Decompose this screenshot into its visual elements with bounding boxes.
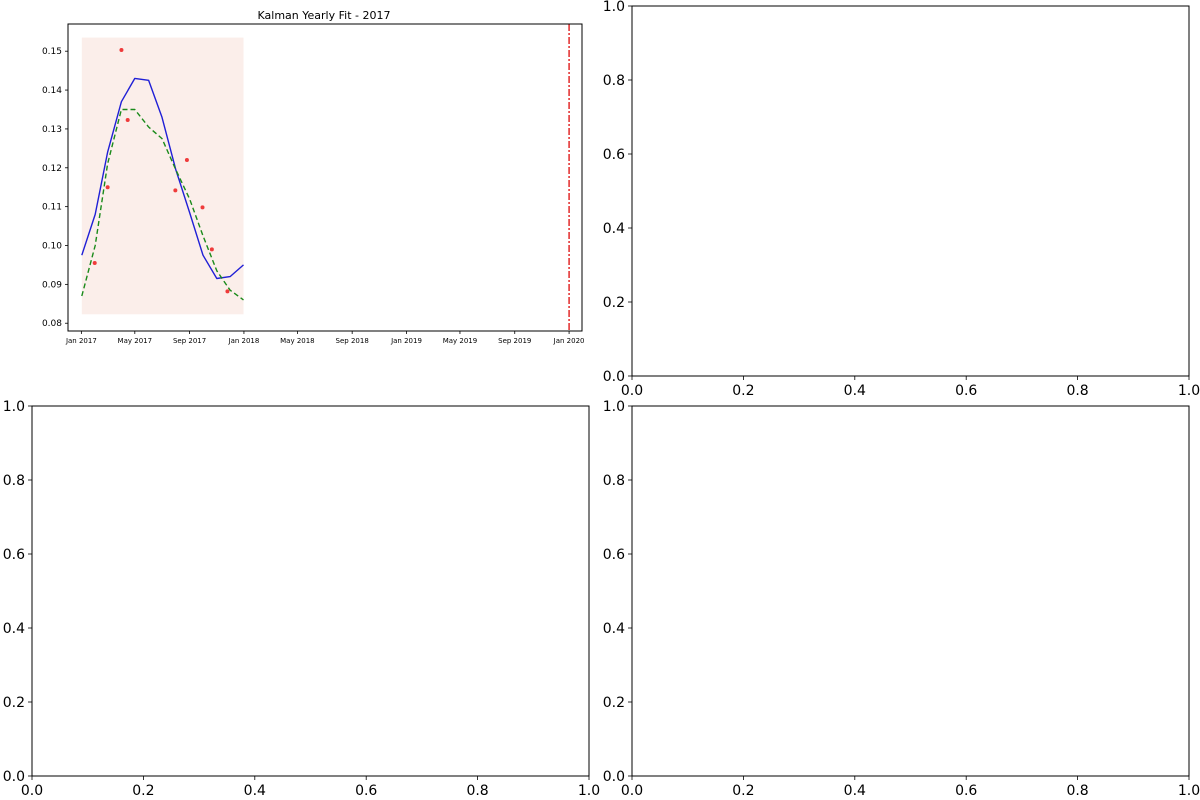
observation-point: [92, 260, 97, 265]
observation-point: [119, 48, 124, 53]
x-tick-label: Jan 2018: [228, 337, 260, 345]
x-tick-label: May 2018: [280, 337, 315, 345]
y-tick-label: 0.0: [3, 769, 25, 785]
observation-point: [125, 117, 130, 122]
kalman-fit-panel: Kalman Yearly Fit - 2017 Jan 2017 May 201…: [42, 9, 585, 345]
kalman-series-line: [81, 108, 244, 301]
x-tick-label: 1.0: [578, 783, 600, 799]
shaded-span: [81, 37, 244, 315]
x-tick-label: 0.0: [621, 783, 643, 799]
y-tick-label: 0.15: [42, 47, 62, 57]
observation-point: [184, 158, 189, 163]
y-tick-label: 0.08: [42, 319, 62, 329]
x-tick-label: Jan 2019: [390, 337, 422, 345]
x-tick-label: 0.0: [621, 383, 643, 399]
x-tick-label: 0.4: [844, 383, 866, 399]
y-tick-label: 0.14: [42, 86, 62, 96]
x-tick-label: Sep 2019: [498, 337, 531, 345]
x-tick-label: 0.6: [955, 383, 977, 399]
x-tick-label: 0.8: [466, 783, 488, 799]
plot-frame: [31, 405, 590, 777]
y-tick-label: 0.12: [42, 164, 62, 174]
fit-series-line: [81, 77, 244, 280]
y-tick-label: 0.0: [603, 369, 625, 385]
y-tick-label: 0.0: [603, 769, 625, 785]
y-tick-label: 0.4: [3, 621, 25, 637]
empty-panel-bottom-right: 0.0 0.2 0.4 0.6 0.8 1.0 0.0 0.2 0.4 0.6 0.8 1.0: [603, 399, 1200, 799]
y-tick-label: 0.2: [603, 295, 625, 311]
x-tick-label: 0.6: [355, 783, 377, 799]
y-tick-label: 0.13: [42, 125, 62, 135]
plot-frame: [67, 23, 583, 332]
x-tick-label: May 2019: [443, 337, 478, 345]
plot-frame: [631, 405, 1190, 777]
x-tick-label: 0.8: [1066, 783, 1088, 799]
y-tick-label: 0.8: [603, 73, 625, 89]
x-tick-label: 0.6: [955, 783, 977, 799]
y-tick-label: 0.4: [603, 621, 625, 637]
y-tick-label: 0.11: [42, 203, 62, 213]
x-tick-label: 1.0: [1178, 783, 1200, 799]
y-tick-label: 1.0: [603, 399, 625, 415]
observation-point: [173, 188, 178, 193]
y-tick-label: 0.6: [603, 547, 625, 563]
x-tick-label: Jan 2017: [65, 337, 97, 345]
x-tick-label: 1.0: [1178, 383, 1200, 399]
y-tick-label: 0.6: [3, 547, 25, 563]
x-tick-label: 0.2: [732, 383, 754, 399]
x-tick-label: 0.0: [21, 783, 43, 799]
x-tick-label: 0.4: [844, 783, 866, 799]
empty-panel-top-right: 0.0 0.2 0.4 0.6 0.8 1.0 0.0 0.2 0.4 0.6 0.8 1.0: [603, 0, 1200, 399]
observation-point: [225, 289, 230, 294]
y-tick-label: 0.2: [3, 695, 25, 711]
x-tick-label: Sep 2018: [336, 337, 369, 345]
observation-point: [209, 247, 214, 252]
observation-point: [200, 205, 205, 210]
chart-title: Kalman Yearly Fit - 2017: [258, 9, 391, 22]
y-tick-label: 1.0: [603, 0, 625, 15]
observation-point: [105, 185, 110, 190]
y-tick-label: 0.8: [3, 473, 25, 489]
y-tick-label: 1.0: [3, 399, 25, 415]
x-tick-label: 0.2: [132, 783, 154, 799]
y-tick-label: 0.2: [603, 695, 625, 711]
plot-frame: [631, 5, 1190, 377]
x-tick-label: 0.8: [1066, 383, 1088, 399]
y-tick-label: 0.10: [42, 242, 62, 252]
y-tick-label: 0.4: [603, 221, 625, 237]
y-tick-label: 0.6: [603, 147, 625, 163]
x-tick-label: Sep 2017: [173, 337, 206, 345]
y-tick-label: 0.09: [42, 280, 62, 290]
x-tick-label: Jan 2020: [553, 337, 585, 345]
empty-panel-bottom-left: 0.0 0.2 0.4 0.6 0.8 1.0 0.0 0.2 0.4 0.6 0.8 1.0: [3, 399, 600, 799]
x-tick-label: 0.2: [732, 783, 754, 799]
x-tick-label: May 2017: [118, 337, 153, 345]
y-tick-label: 0.8: [603, 473, 625, 489]
x-tick-label: 0.4: [244, 783, 266, 799]
